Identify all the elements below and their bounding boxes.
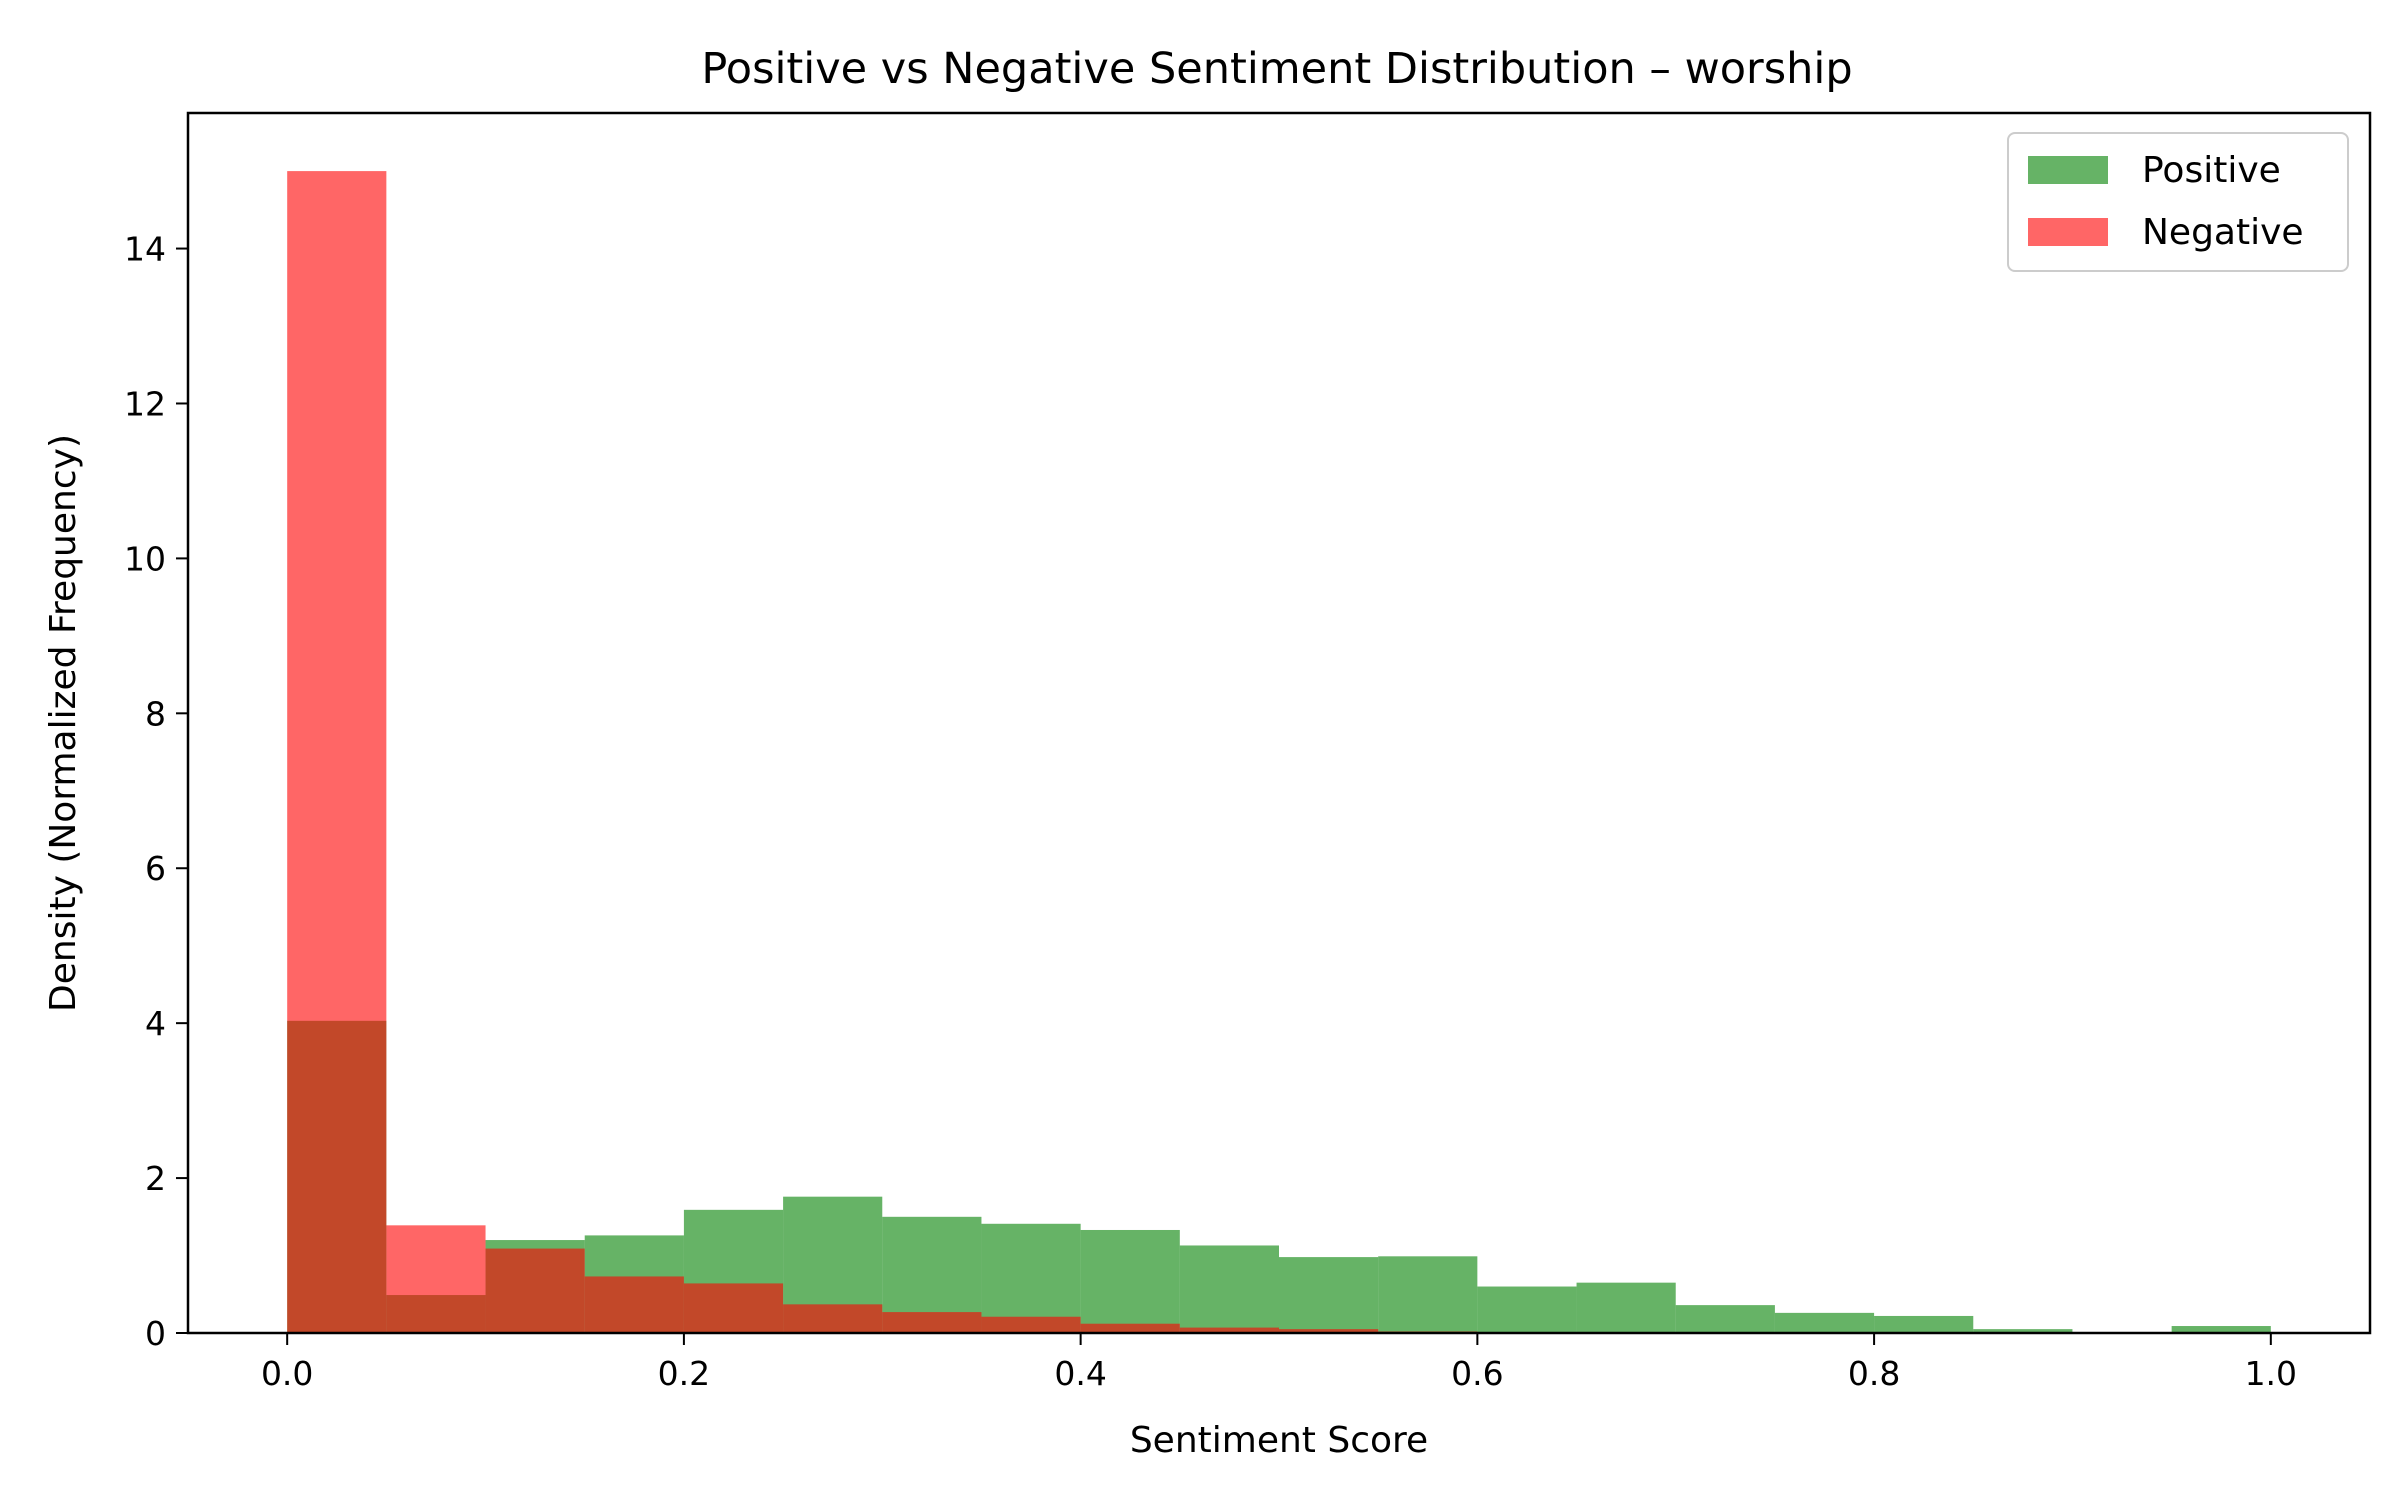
bar-negative-3 [584, 1276, 684, 1333]
x-tick-label: 0.0 [261, 1354, 313, 1393]
bar-negative-9 [1179, 1327, 1279, 1333]
plot-area-frame [186, 111, 2372, 1335]
y-tick-label: 12 [124, 384, 166, 423]
x-tick-label: 0.8 [1848, 1354, 1900, 1393]
bar-positive-15 [1774, 1312, 1875, 1333]
y-tick-label: 8 [145, 694, 166, 733]
legend-swatch-positive [2028, 156, 2108, 184]
x-tick-label: 0.6 [1451, 1354, 1503, 1393]
y-axis-label: Density (Normalized Frequency) [43, 434, 84, 1012]
y-tick-label: 4 [145, 1004, 166, 1043]
bar-negative-5 [783, 1304, 883, 1333]
bar-negative-2 [485, 1248, 585, 1333]
bar-positive-7 [981, 1223, 1081, 1333]
y-tick-label: 10 [124, 539, 166, 578]
bar-positive-12 [1477, 1286, 1577, 1333]
bar-negative-7 [981, 1316, 1081, 1333]
bar-positive-8 [1080, 1229, 1180, 1333]
y-tick-label: 0 [145, 1314, 166, 1353]
bar-negative-1 [386, 1225, 486, 1333]
bar-positive-9 [1179, 1245, 1279, 1333]
legend-swatch-negative [2028, 218, 2108, 246]
bar-negative-10 [1279, 1329, 1379, 1333]
bar-negative-0 [287, 171, 387, 1334]
legend-label-negative: Negative [2142, 212, 2304, 253]
bar-positive-14 [1675, 1305, 1775, 1333]
bar-positive-11 [1378, 1256, 1478, 1333]
bar-negative-8 [1080, 1323, 1180, 1333]
y-tick-label: 2 [145, 1159, 166, 1198]
bar-negative-4 [683, 1283, 784, 1333]
x-tick-label: 0.2 [658, 1354, 710, 1393]
y-tick-label: 14 [124, 230, 166, 269]
y-tick-label: 6 [145, 849, 166, 888]
legend: Positive Negative [2007, 132, 2349, 272]
bar-positive-16 [1874, 1315, 1974, 1333]
x-tick-label: 1.0 [2245, 1354, 2297, 1393]
legend-label-positive: Positive [2142, 150, 2281, 191]
y-axis: 0 2 4 6 8 10 12 14 [124, 230, 188, 1353]
x-axis: 0.0 0.2 0.4 0.6 0.8 1.0 [261, 1333, 2297, 1393]
bar-negative-6 [882, 1312, 982, 1333]
bar-positive-10 [1279, 1257, 1379, 1333]
bar-positive-13 [1576, 1282, 1676, 1333]
x-tick-label: 0.4 [1054, 1354, 1106, 1393]
bar-positive-19 [2171, 1326, 2271, 1333]
chart-title: Positive vs Negative Sentiment Distribut… [701, 44, 1852, 94]
bar-positive-17 [1973, 1329, 2073, 1333]
x-axis-label: Sentiment Score [1130, 1420, 1428, 1461]
bars-layer [287, 171, 2271, 1334]
